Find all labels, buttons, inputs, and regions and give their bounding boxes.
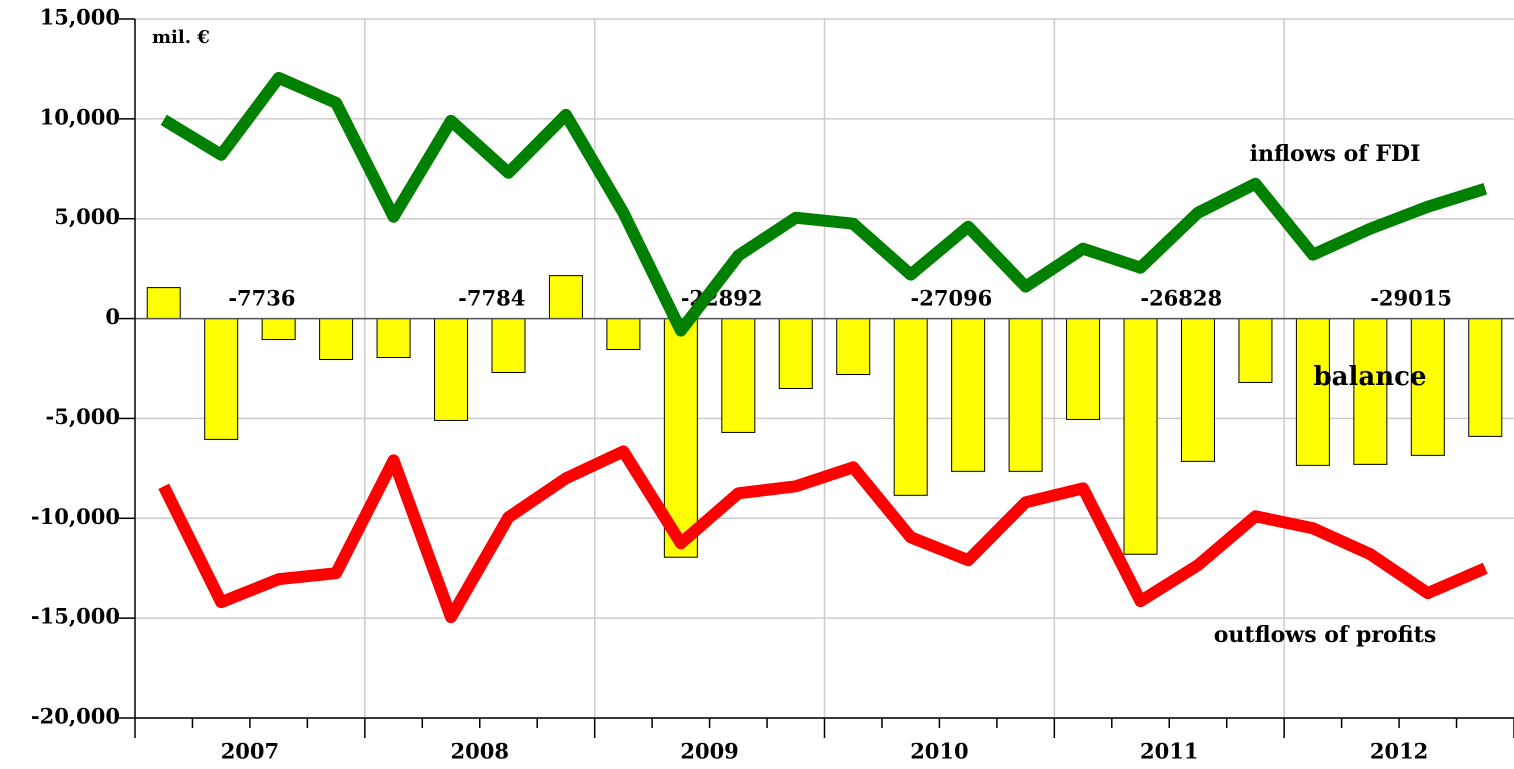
x-tick-label: 2010 (910, 739, 968, 764)
y-tick-label: 5,000 (54, 204, 120, 229)
y-tick-label: 10,000 (40, 104, 120, 129)
bar (1353, 318, 1388, 465)
bar (319, 318, 354, 361)
bar (778, 318, 813, 389)
bar (836, 318, 871, 375)
bar (491, 318, 526, 373)
x-tick-label: 2012 (1370, 739, 1428, 764)
series-label: outflows of profits (1214, 622, 1436, 648)
year-total-label: -7736 (228, 286, 295, 311)
bar (434, 318, 469, 421)
bar (1180, 318, 1215, 462)
y-tick-label: 15,000 (40, 5, 120, 30)
x-tick-label: 2008 (451, 739, 509, 764)
x-tick-label: 2007 (221, 739, 279, 764)
line (160, 71, 1488, 337)
unit-label: mil. € (152, 27, 210, 48)
bar (261, 318, 296, 341)
bar (548, 275, 583, 320)
y-tick-label: -5,000 (46, 404, 120, 429)
series-label: balance (1313, 362, 1426, 392)
bar (1008, 318, 1043, 472)
bar (376, 318, 411, 359)
bar (1066, 318, 1101, 420)
x-tick-label: 2011 (1140, 739, 1198, 764)
bar (893, 318, 928, 496)
series-label: inflows of FDI (1250, 141, 1421, 167)
x-tick-label: 2009 (680, 739, 738, 764)
y-tick-label: -20,000 (31, 704, 120, 729)
bar (1123, 318, 1158, 555)
y-tick-label: 0 (105, 304, 120, 329)
bar (204, 318, 239, 440)
y-tick-label: -10,000 (31, 504, 120, 529)
bar (1468, 318, 1503, 437)
year-total-label: -7784 (458, 286, 525, 311)
bar (146, 287, 181, 320)
year-total-label: -26828 (1140, 286, 1222, 311)
y-tick-label: -15,000 (31, 604, 120, 629)
bar (1238, 318, 1273, 383)
bar (951, 318, 986, 472)
year-total-label: -29015 (1370, 286, 1452, 311)
bar (606, 318, 641, 351)
year-total-label: -27096 (911, 286, 993, 311)
bar (721, 318, 756, 433)
line (158, 445, 1488, 624)
